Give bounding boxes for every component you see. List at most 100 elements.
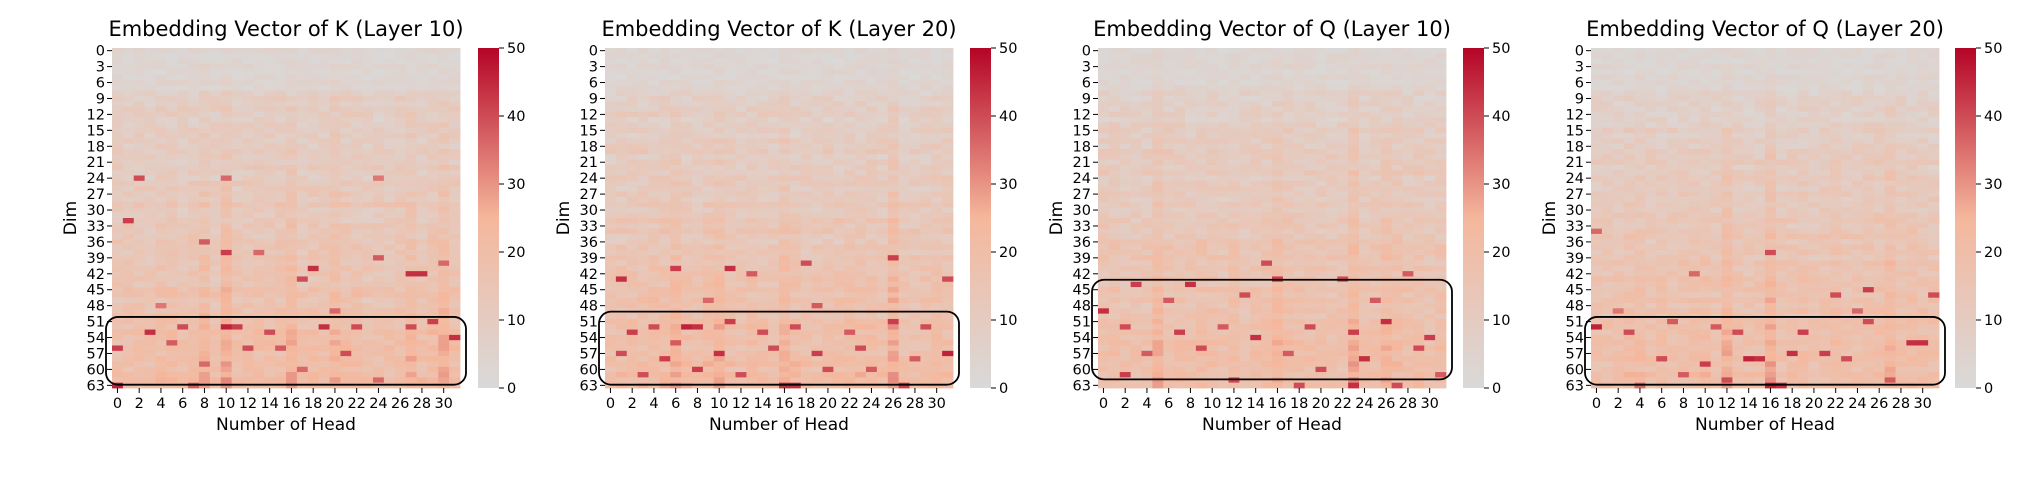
heatmap-cell — [297, 372, 308, 378]
heatmap-cell — [920, 213, 931, 219]
heatmap-cell — [910, 276, 921, 282]
heatmap-cell — [373, 276, 384, 282]
heatmap-cell — [768, 165, 779, 171]
heatmap-cell — [308, 261, 319, 267]
heatmap-cell — [166, 96, 177, 102]
heatmap-cell — [616, 191, 627, 197]
heatmap-cell — [166, 298, 177, 304]
heatmap-cell — [1142, 48, 1153, 54]
heatmap-cell — [942, 154, 953, 160]
heatmap-cell — [210, 303, 221, 309]
heatmap-cell — [1261, 91, 1272, 97]
heatmap-cell — [659, 186, 670, 192]
heatmap-cell — [384, 250, 395, 256]
heatmap-cell — [286, 112, 297, 118]
heatmap-cell — [1381, 75, 1392, 81]
heatmap-cell — [910, 96, 921, 102]
heatmap-cell — [725, 287, 736, 293]
heatmap-cell — [931, 276, 942, 282]
heatmap-cell — [725, 176, 736, 182]
heatmap-cell — [801, 165, 812, 171]
heatmap-cell — [145, 154, 156, 160]
heatmap-cell — [156, 197, 167, 203]
heatmap-cell — [221, 255, 232, 261]
heatmap-cell — [449, 234, 460, 240]
heatmap-cell — [351, 138, 362, 144]
heatmap-cell — [243, 59, 254, 65]
heatmap-cell — [438, 112, 449, 118]
heatmap-cell — [330, 319, 341, 325]
heatmap-cell — [714, 276, 725, 282]
heatmap-cell — [232, 117, 243, 123]
heatmap-cell — [308, 377, 319, 383]
heatmap-cell — [605, 377, 616, 383]
heatmap-cell — [899, 372, 910, 378]
heatmap-cell — [275, 160, 286, 166]
heatmap-cell — [1337, 138, 1348, 144]
heatmap-cell — [931, 287, 942, 293]
heatmap-cell — [910, 330, 921, 336]
heatmap-cell — [681, 314, 692, 320]
heatmap-cell — [681, 59, 692, 65]
heatmap-cell — [757, 340, 768, 346]
heatmap-cell — [395, 223, 406, 229]
heatmap-cell — [627, 186, 638, 192]
heatmap-cell — [243, 367, 254, 373]
heatmap-cell — [330, 213, 341, 219]
heatmap-cell — [253, 356, 264, 362]
heatmap-cell — [942, 250, 953, 256]
heatmap-cell — [1207, 117, 1218, 123]
heatmap-cell — [866, 64, 877, 70]
heatmap-cell — [757, 266, 768, 272]
heatmap-cell — [779, 117, 790, 123]
heatmap-cell — [681, 303, 692, 309]
heatmap-cell — [681, 367, 692, 373]
heatmap-cell — [1326, 160, 1337, 166]
heatmap-cell — [746, 112, 757, 118]
heatmap-cell — [275, 340, 286, 346]
heatmap-cell — [112, 154, 123, 160]
heatmap-cell — [605, 261, 616, 267]
heatmap-cell — [736, 197, 747, 203]
heatmap-cell — [1435, 85, 1446, 91]
heatmap-cell — [210, 69, 221, 75]
heatmap-cell — [877, 245, 888, 251]
heatmap-cell — [373, 117, 384, 123]
heatmap-cell — [286, 176, 297, 182]
heatmap-cell — [627, 96, 638, 102]
heatmap-cell — [199, 122, 210, 128]
heatmap-cell — [134, 75, 145, 81]
heatmap-cell — [417, 91, 428, 97]
heatmap-cell — [373, 356, 384, 362]
heatmap-cell — [362, 239, 373, 245]
heatmap-cell — [145, 261, 156, 267]
heatmap-cell — [627, 133, 638, 139]
heatmap-cell — [351, 266, 362, 272]
heatmap-cell — [166, 106, 177, 112]
heatmap-cell — [703, 106, 714, 112]
heatmap-cell — [757, 351, 768, 357]
heatmap-cell — [877, 133, 888, 139]
heatmap-cell — [812, 165, 823, 171]
heatmap-cell — [362, 144, 373, 150]
heatmap-cell — [725, 276, 736, 282]
heatmap-cell — [649, 234, 660, 240]
heatmap-cell — [877, 85, 888, 91]
heatmap-cell — [232, 303, 243, 309]
heatmap-cell — [768, 128, 779, 134]
heatmap-cell — [1348, 144, 1359, 150]
heatmap-cell — [659, 282, 670, 288]
heatmap-cell — [384, 207, 395, 213]
heatmap-cell — [1413, 128, 1424, 134]
heatmap-cell — [297, 191, 308, 197]
heatmap-cell — [232, 367, 243, 373]
heatmap-cell — [199, 85, 210, 91]
heatmap-cell — [243, 346, 254, 352]
heatmap-cell — [692, 197, 703, 203]
heatmap-cell — [920, 202, 931, 208]
heatmap-cell — [1109, 154, 1120, 160]
heatmap-cell — [790, 234, 801, 240]
heatmap-cell — [703, 287, 714, 293]
heatmap-cell — [199, 191, 210, 197]
heatmap-cell — [746, 149, 757, 155]
